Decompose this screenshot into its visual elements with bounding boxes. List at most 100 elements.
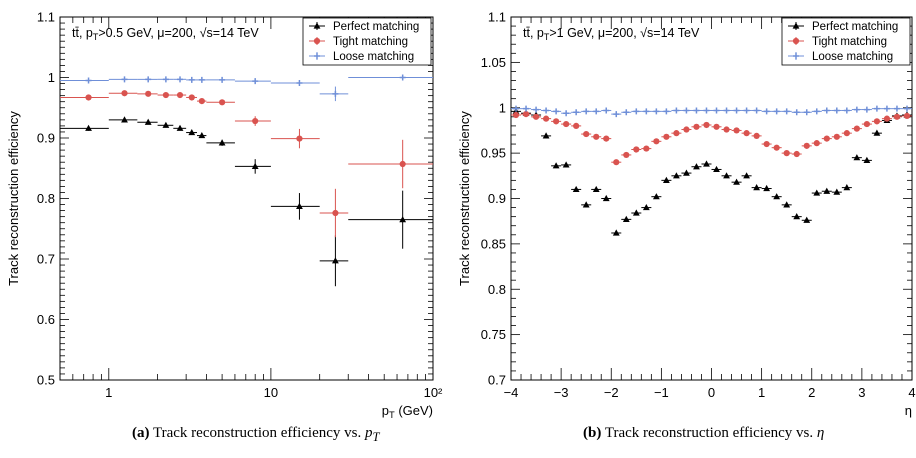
caption-b-text: Track reconstruction efficiency vs. (604, 425, 814, 441)
legend-marker (792, 37, 800, 45)
series-a-2 (60, 74, 433, 102)
data-point (553, 118, 560, 125)
annotation-b: tt̄, pT>1 GeV, μ=200, √s=14 TeV (523, 26, 700, 42)
legend-label-b-1: Tight matching (812, 36, 887, 48)
data-point (512, 111, 520, 119)
data-point (823, 187, 831, 194)
y-tick-label-a: 0.8 (37, 191, 55, 206)
data-point (219, 99, 226, 106)
data-point (713, 107, 720, 114)
data-point (753, 107, 760, 114)
data-point (733, 178, 740, 185)
data-point (632, 209, 640, 216)
y-tick-label-b: 0.9 (488, 191, 506, 206)
data-point (332, 90, 339, 97)
data-point (603, 107, 610, 114)
data-point (673, 172, 680, 179)
y-tick-label-b: 0.85 (481, 236, 506, 251)
x-tick-label-b: 2 (808, 385, 815, 400)
data-point (121, 116, 128, 123)
data-point (813, 108, 820, 115)
x-tick-label-a: 10² (424, 385, 443, 400)
data-point (513, 105, 520, 112)
data-point (723, 107, 730, 114)
data-point (563, 110, 570, 117)
data-point (162, 91, 169, 99)
data-point (121, 90, 128, 97)
data-point (219, 76, 226, 83)
data-point (552, 162, 560, 169)
data-point (522, 111, 530, 118)
data-point (753, 132, 760, 139)
y-tick-label-a: 1 (48, 70, 55, 85)
data-point (573, 122, 580, 129)
legend-item-b-0 (788, 22, 804, 30)
data-point (803, 109, 810, 116)
data-point (162, 121, 170, 128)
data-point (733, 127, 740, 134)
data-point (602, 194, 610, 202)
data-point (218, 139, 226, 146)
data-point (863, 106, 870, 113)
y-tick-label-b: 1 (499, 100, 506, 115)
data-point (773, 193, 781, 200)
data-point (893, 105, 900, 112)
legend-marker (314, 53, 320, 59)
legend-item-b-1 (788, 37, 804, 45)
data-point (793, 213, 801, 220)
data-point (332, 209, 339, 217)
data-point (903, 105, 910, 112)
data-point (703, 107, 710, 114)
data-point (198, 97, 205, 105)
legend-label-b-2: Loose matching (812, 51, 893, 63)
data-point (399, 74, 406, 81)
y-tick-label-a: 0.7 (37, 252, 55, 267)
data-point (532, 113, 540, 120)
data-point (673, 107, 680, 114)
series-a-0 (60, 116, 433, 287)
legend-item-a-0 (309, 22, 325, 30)
data-point (893, 113, 901, 120)
data-point (683, 169, 690, 176)
data-point (332, 257, 339, 264)
data-point (633, 146, 640, 153)
data-point (903, 112, 911, 120)
data-point (553, 108, 560, 115)
data-point (693, 107, 700, 114)
caption-b: (b) Track reconstruction efficiency vs. … (583, 425, 824, 442)
data-point (642, 203, 650, 211)
data-point (582, 201, 590, 208)
data-point (663, 108, 670, 115)
plot-frame-a (59, 16, 434, 381)
data-point (85, 124, 92, 131)
data-point (251, 162, 259, 170)
data-point (188, 128, 196, 136)
data-point (85, 77, 92, 84)
legend-marker (793, 53, 799, 59)
data-point (573, 109, 580, 116)
data-point (743, 107, 750, 114)
data-point (783, 150, 790, 157)
data-point (399, 160, 406, 168)
data-point (803, 216, 811, 223)
data-point (713, 165, 720, 173)
legend-marker (313, 22, 321, 29)
data-point (793, 150, 800, 158)
data-point (583, 108, 590, 115)
y-tick-label-a: 0.5 (37, 373, 55, 388)
data-point (833, 133, 840, 140)
x-tick-label-b: −1 (654, 385, 669, 400)
data-point (843, 107, 850, 114)
data-point (613, 159, 620, 166)
y-tick-label-b: 0.7 (488, 373, 506, 388)
data-point (145, 76, 152, 83)
caption-b-label: (b) (583, 425, 602, 441)
data-point (623, 109, 630, 116)
y-axis-label-a: Track reconstruction efficiency (6, 111, 21, 286)
data-point (853, 106, 860, 113)
x-tick-label-b: −3 (554, 385, 569, 400)
caption-a-text: Track reconstruction efficiency vs. (152, 425, 362, 441)
data-point (743, 130, 750, 137)
data-point (198, 131, 206, 139)
data-point (713, 123, 720, 130)
